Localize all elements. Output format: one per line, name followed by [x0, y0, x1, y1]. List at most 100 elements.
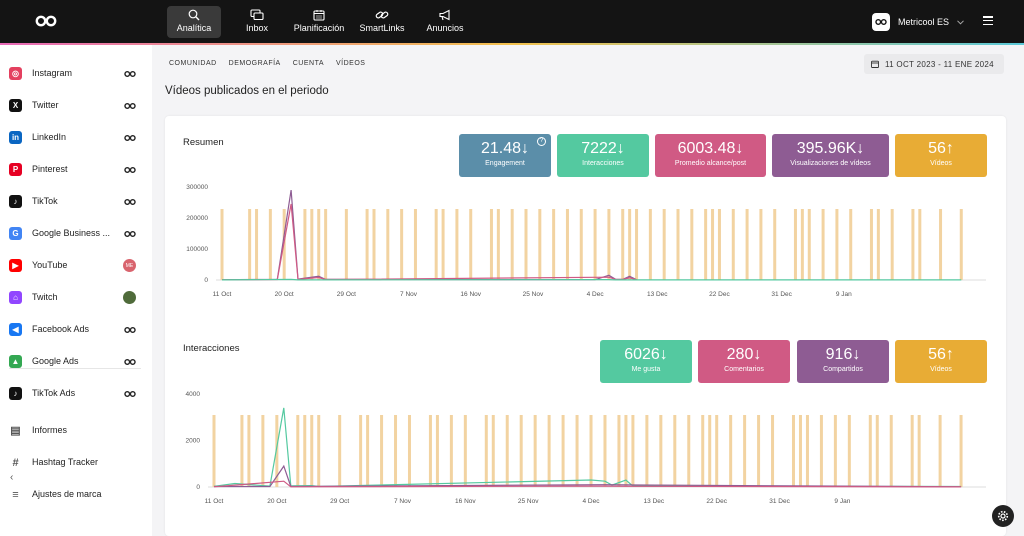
kpi-interacciones[interactable]: 7222↓ Interacciones: [557, 134, 649, 177]
video-bar: [589, 415, 593, 487]
x-tick-label: 22 Dec: [709, 291, 730, 298]
sliders-icon: ≡: [12, 488, 19, 501]
settings-fab[interactable]: [992, 505, 1014, 527]
video-bar: [743, 415, 747, 487]
sidebar-item-tiktok-ads[interactable]: ♪ TikTok Ads: [0, 379, 152, 409]
videos-card: Resumen ? 21.48↓ Engagement 7222↓ Intera…: [165, 116, 1006, 536]
connect-icon[interactable]: [124, 70, 136, 78]
sidebar-item-label: Twitch: [32, 292, 58, 302]
kpi-value: 6003.48: [677, 140, 736, 157]
video-bar: [428, 415, 432, 487]
kpi-promedio-alcance[interactable]: 6003.48↓ Promedio alcance/post: [655, 134, 766, 177]
video-bar: [386, 209, 390, 280]
sidebar-item-ajustes-de-marca[interactable]: ≡ Ajustes de marca: [0, 480, 152, 510]
menu-icon[interactable]: [983, 16, 993, 26]
date-range-picker[interactable]: 11 OCT 2023 - 11 ENE 2024: [864, 54, 1004, 74]
sidebar-item-label: Instagram: [32, 68, 73, 78]
video-bar: [819, 415, 823, 487]
collapse-sidebar-icon[interactable]: ‹: [10, 472, 14, 483]
kpi-compartidos[interactable]: 916↓ Compartidos: [797, 340, 889, 383]
kpi-me-gusta[interactable]: 6026↓ Me gusta: [600, 340, 692, 383]
connect-icon[interactable]: [124, 230, 136, 238]
tab-cuenta[interactable]: CUENTA: [292, 60, 324, 67]
sidebar-item-linkedin[interactable]: in LinkedIn: [0, 123, 152, 153]
sidebar-item-google-business[interactable]: G Google Business ...: [0, 219, 152, 249]
nav-label: SmartLinks: [359, 23, 405, 33]
video-bar: [565, 209, 569, 280]
account-avatar: [123, 291, 136, 304]
video-bar: [793, 209, 797, 280]
kpi-value: 56: [928, 140, 946, 157]
video-bar: [303, 209, 307, 280]
sidebar-item-twitch[interactable]: ⌂ Twitch: [0, 283, 152, 313]
video-bar: [676, 209, 680, 280]
nav-label: Planificación: [293, 23, 345, 33]
video-bar: [240, 415, 244, 487]
x-tick-label: 13 Dec: [647, 291, 668, 298]
sidebar-item-twitter[interactable]: X Twitter: [0, 91, 152, 121]
connect-icon[interactable]: [124, 358, 136, 366]
sidebar-item-hashtag-tracker[interactable]: # Hashtag Tracker: [0, 448, 152, 478]
tab-comunidad[interactable]: COMUNIDAD: [169, 60, 217, 67]
connect-icon[interactable]: [124, 134, 136, 142]
sidebar-item-label: Facebook Ads: [32, 324, 90, 334]
video-bar: [731, 209, 735, 280]
video-bar: [869, 209, 873, 280]
video-bar: [491, 415, 495, 487]
sidebar-item-tiktok[interactable]: ♪ TikTok: [0, 187, 152, 217]
trend-down-icon: ↓: [852, 346, 861, 363]
metricool-logo[interactable]: [35, 14, 57, 28]
tab-bar: COMUNIDAD DEMOGRAFÍA CUENTA VÍDEOS: [169, 60, 365, 67]
user-name: Metricool ES: [898, 17, 950, 27]
video-bar: [484, 415, 488, 487]
connect-icon[interactable]: [124, 326, 136, 334]
trend-down-icon: ↓: [856, 140, 865, 157]
nav-anuncios[interactable]: Anuncios: [418, 6, 472, 38]
tab-videos[interactable]: VÍDEOS: [336, 60, 366, 67]
kpi-videos-2[interactable]: 56↑ Vídeos: [895, 340, 987, 383]
kpi-value: 6026: [624, 346, 660, 363]
video-bar: [918, 209, 922, 280]
sidebar-item-youtube[interactable]: ▶ YouTube ME: [0, 251, 152, 281]
sidebar-item-pinterest[interactable]: P Pinterest: [0, 155, 152, 185]
x-tick-label: 9 Jan: [836, 291, 852, 298]
sidebar-item-facebook-ads[interactable]: ◀ Facebook Ads: [0, 315, 152, 345]
interacciones-chart: 0 2000 4000 11 Oct 20 Oct 29 Oct 7 Nov 16 Nov 25…: [186, 391, 986, 505]
connect-icon[interactable]: [124, 390, 136, 398]
nav-inbox[interactable]: Inbox: [230, 6, 284, 38]
video-bar: [533, 415, 537, 487]
kpi-engagement[interactable]: ? 21.48↓ Engagement: [459, 134, 551, 177]
pinterest-icon: P: [9, 163, 22, 176]
twitch-icon: ⌂: [9, 291, 22, 304]
video-bar: [505, 415, 509, 487]
connect-icon[interactable]: [124, 166, 136, 174]
sidebar-item-instagram[interactable]: ◎ Instagram: [0, 59, 152, 89]
chat-icon: [250, 9, 264, 21]
video-bar: [247, 415, 251, 487]
sidebar-item-label: Ajustes de marca: [32, 489, 102, 499]
nav-smartlinks[interactable]: SmartLinks: [356, 6, 408, 38]
sidebar-item-label: LinkedIn: [32, 132, 67, 142]
sidebar-item-label: Google Business ...: [32, 228, 111, 238]
video-bar: [959, 415, 963, 487]
connect-icon[interactable]: [124, 102, 136, 110]
user-menu[interactable]: Metricool ES: [872, 12, 964, 32]
help-icon[interactable]: ?: [537, 137, 546, 146]
nav-planificacion[interactable]: Planificación: [292, 6, 346, 38]
sidebar-item-informes[interactable]: ▤ Informes: [0, 416, 152, 446]
video-bar: [275, 415, 279, 487]
connect-icon[interactable]: [124, 198, 136, 206]
kpi-comentarios[interactable]: 280↓ Comentarios: [698, 340, 790, 383]
chevron-down-icon: [957, 19, 964, 25]
kpi-videos[interactable]: 56↑ Vídeos: [895, 134, 987, 177]
video-bar: [434, 209, 438, 280]
nav-analitica[interactable]: Analítica: [167, 6, 221, 38]
video-bar: [303, 415, 307, 487]
sidebar-item-google-ads[interactable]: ▲ Google Ads: [0, 347, 152, 377]
video-bar: [917, 415, 921, 487]
video-bar: [847, 415, 851, 487]
video-bar: [380, 415, 384, 487]
kpi-visualizaciones[interactable]: 395.96K↓ Visualizaciones de vídeos: [772, 134, 889, 177]
tab-demografia[interactable]: DEMOGRAFÍA: [228, 60, 281, 67]
video-bar: [662, 209, 666, 280]
